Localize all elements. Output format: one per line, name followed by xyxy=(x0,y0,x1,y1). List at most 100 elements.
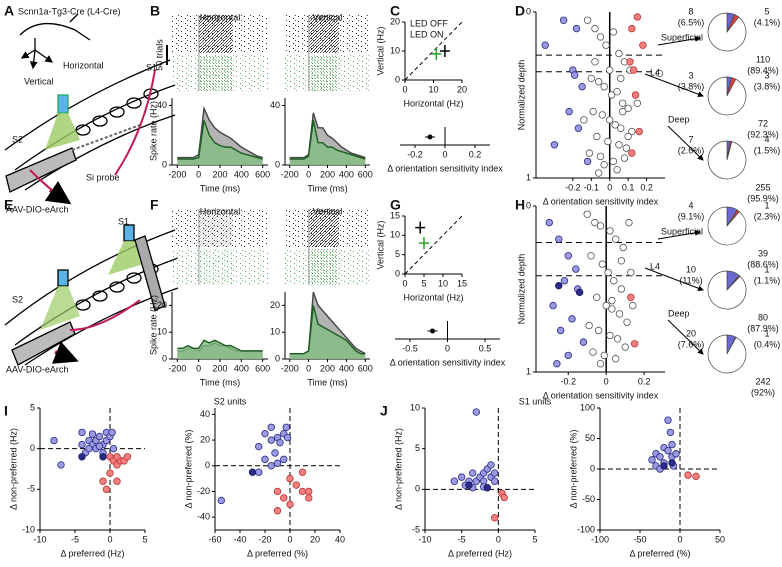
y-axis-label: Vertical (Hz) xyxy=(375,26,385,75)
point xyxy=(628,127,636,136)
plot-title: Vertical xyxy=(313,12,343,22)
section-title: S2 units xyxy=(214,396,247,406)
x-axis-label: Δ preferred (%) xyxy=(629,548,690,558)
y-tick-label: 100 xyxy=(580,402,595,412)
y-tick-label: 0 xyxy=(526,6,531,16)
percent-label: (89.4%) xyxy=(747,65,779,75)
x-tick-label: 0 xyxy=(402,278,407,288)
line xyxy=(289,112,366,159)
y-tick-label: 20 xyxy=(390,16,400,26)
point xyxy=(596,33,605,41)
plot-title: Horizontal xyxy=(200,12,241,22)
y-axis-label: Spike rate (Hz) xyxy=(148,101,158,161)
point xyxy=(549,301,557,310)
mean-cross xyxy=(419,237,429,250)
y-axis-label: Normalized depth xyxy=(516,60,526,131)
y-tick-label: -50 xyxy=(582,494,595,504)
point xyxy=(568,315,576,323)
line xyxy=(177,120,263,160)
x-tick-label: 0 xyxy=(604,376,609,386)
percent-label: (2.3%) xyxy=(754,211,781,221)
x-tick-label: 15 xyxy=(457,278,467,288)
layer-name: Superficial xyxy=(661,32,703,42)
point xyxy=(286,474,294,483)
point xyxy=(608,305,616,313)
point xyxy=(572,265,580,273)
point xyxy=(450,477,459,485)
point xyxy=(255,468,263,476)
point xyxy=(553,360,561,368)
layer-name: Deep xyxy=(668,114,690,124)
point xyxy=(648,456,656,464)
point xyxy=(618,107,627,116)
count-label: 3 xyxy=(764,70,769,80)
point xyxy=(583,16,592,24)
point xyxy=(618,99,627,107)
point xyxy=(610,277,618,285)
y-tick-label: 20 xyxy=(270,300,280,310)
point xyxy=(57,461,65,469)
point xyxy=(261,455,269,464)
x-tick-label: 0 xyxy=(196,169,201,179)
point xyxy=(468,469,477,477)
point xyxy=(102,485,111,494)
area xyxy=(177,108,263,165)
x-tick-label: -200 xyxy=(281,169,299,179)
point xyxy=(88,430,97,438)
point xyxy=(564,351,572,360)
y-tick-label: -100 xyxy=(577,524,595,534)
point xyxy=(286,500,294,509)
x-axis-label: Δ orientation sensitivity index xyxy=(390,357,506,367)
point xyxy=(629,66,638,74)
point xyxy=(591,218,599,227)
pie-slice xyxy=(707,12,747,52)
point xyxy=(664,416,672,424)
point xyxy=(123,453,132,461)
point xyxy=(593,293,601,301)
scale-label: 50 trials xyxy=(154,39,164,71)
x-tick-label: 20 xyxy=(310,534,320,544)
point xyxy=(628,149,636,157)
percent-label: (9.1%) xyxy=(678,211,705,221)
x-tick-label: 10 xyxy=(428,84,438,94)
x-tick-label: 200 xyxy=(320,363,335,373)
panel-letter: E xyxy=(4,197,13,213)
pie-slice xyxy=(707,206,747,246)
point xyxy=(579,338,588,346)
point xyxy=(271,449,279,457)
point xyxy=(627,293,635,301)
point xyxy=(587,74,595,83)
pie-slice xyxy=(707,76,747,116)
diagram-label: Si probe xyxy=(86,172,120,182)
arrow xyxy=(644,267,704,292)
point xyxy=(606,116,614,124)
point xyxy=(613,165,621,174)
count-label: 110 xyxy=(756,54,770,64)
x-tick-label: 0 xyxy=(107,534,112,544)
point xyxy=(472,408,481,416)
point xyxy=(624,104,632,112)
point xyxy=(113,477,121,485)
point xyxy=(631,91,640,99)
layer-name: L4 xyxy=(650,261,660,271)
percent-label: (4.1%) xyxy=(754,17,781,27)
point xyxy=(113,453,121,461)
point xyxy=(624,132,632,141)
count-label: 39 xyxy=(758,248,768,258)
diagram-label: S1 xyxy=(118,216,129,226)
mean-cross xyxy=(415,221,426,234)
x-tick-label: 200 xyxy=(320,169,335,179)
point xyxy=(109,444,118,453)
x-tick-label: 0 xyxy=(287,534,292,544)
x-tick-label: -0.1 xyxy=(584,182,600,192)
count-label: 255 xyxy=(755,182,770,192)
point xyxy=(589,348,597,356)
x-tick-label: 0.1 xyxy=(622,182,635,192)
x-tick-label: -10 xyxy=(33,534,46,544)
x-axis-label: Δ preferred (Hz) xyxy=(60,548,124,558)
point xyxy=(273,487,282,496)
x-tick-label: 600 xyxy=(358,169,373,179)
panel-letter: G xyxy=(390,197,401,213)
y-axis-label: Spike rate (Hz) xyxy=(148,295,158,355)
point xyxy=(490,469,499,477)
